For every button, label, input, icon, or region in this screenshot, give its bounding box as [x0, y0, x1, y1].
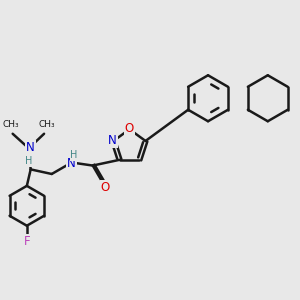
- Text: F: F: [23, 235, 30, 248]
- Text: O: O: [101, 181, 110, 194]
- Text: N: N: [67, 157, 76, 170]
- Text: H: H: [25, 156, 32, 166]
- Text: N: N: [108, 134, 117, 147]
- Text: CH₃: CH₃: [2, 120, 19, 129]
- Text: H: H: [70, 150, 78, 160]
- Text: CH₃: CH₃: [38, 120, 55, 129]
- Text: O: O: [125, 122, 134, 135]
- Text: N: N: [26, 141, 35, 154]
